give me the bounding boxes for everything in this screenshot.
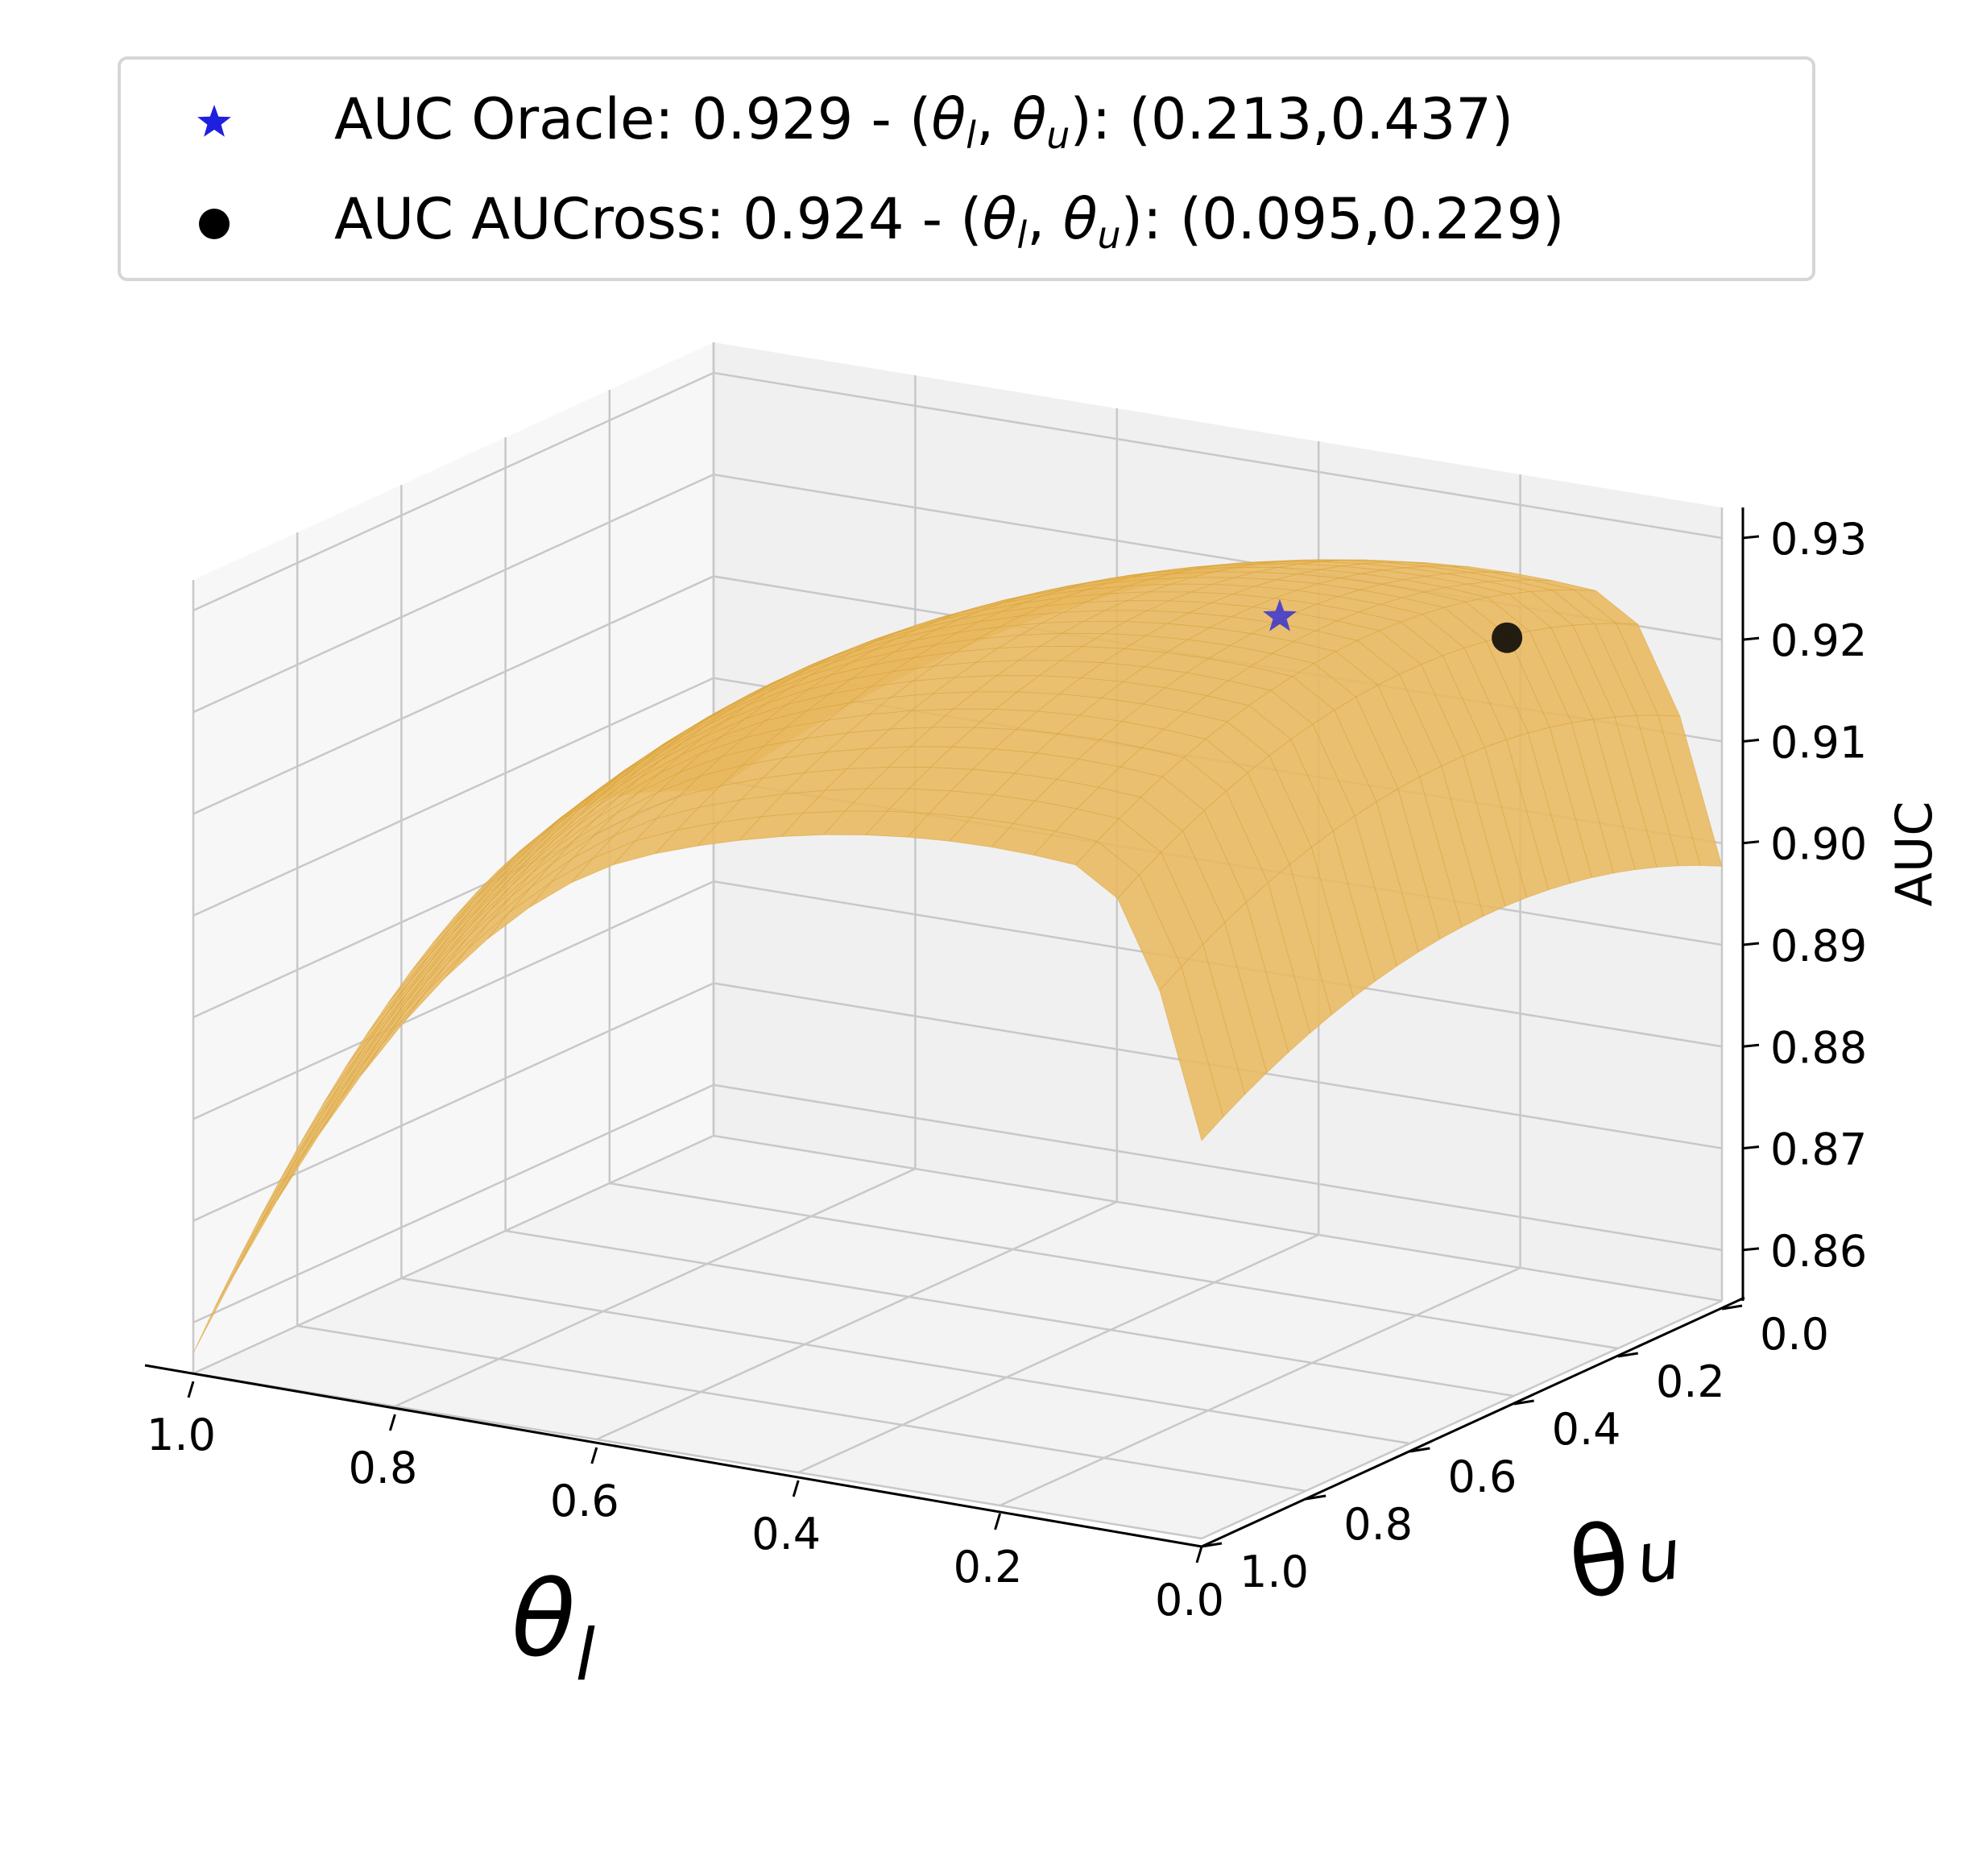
x-tick-mark <box>187 1381 195 1398</box>
x-tick-label: 0.8 <box>348 1443 417 1493</box>
x-tick-mark <box>590 1447 598 1464</box>
y-tick-label: 0.6 <box>1447 1452 1517 1502</box>
x-tick-label: 0.4 <box>751 1509 821 1559</box>
wall-grid-line <box>192 371 714 612</box>
y-axis-line <box>1201 1296 1745 1548</box>
floor-grid-line <box>394 1167 916 1408</box>
z-tick-mark <box>1742 942 1760 946</box>
z-tick-label: 0.91 <box>1770 717 1867 768</box>
legend-circle-marker <box>199 209 230 239</box>
floor-grid-line <box>797 1233 1319 1474</box>
wall-grid-line <box>713 371 1723 540</box>
y-tick-mark <box>1721 1304 1743 1311</box>
z-tick-label: 0.92 <box>1770 615 1867 666</box>
legend-entry-aucross: AUC AUCross: 0.924 - (θl, θu): (0.095,0.… <box>334 186 1564 257</box>
x-tick-mark <box>792 1480 800 1497</box>
z-tick-mark <box>1742 840 1760 845</box>
y-tick-label: 0.8 <box>1343 1499 1413 1550</box>
z-tick-label: 0.89 <box>1770 921 1867 971</box>
floor-grid-line <box>1201 1299 1723 1540</box>
floor-grid-line <box>505 1229 1514 1398</box>
legend-box <box>118 56 1815 281</box>
floor-grid-line <box>192 1134 714 1375</box>
x-tick-label: 1.0 <box>147 1410 216 1460</box>
z-tick-label: 0.93 <box>1770 514 1867 565</box>
wall-grid-line <box>192 1083 714 1323</box>
data-markers <box>1263 598 1523 653</box>
z-tick-mark <box>1742 1043 1760 1048</box>
oracle-point-star <box>1263 598 1297 632</box>
z-axis-label: AUC <box>1885 801 1943 906</box>
y-tick-label: 0.2 <box>1656 1356 1725 1407</box>
tick-labels: 1.0 0.8 0.6 0.4 0.2 0.0 0.0 0.2 0.4 0.6 0.8 1.0 0.86… <box>147 514 1867 1625</box>
x-tick-label: 0.6 <box>550 1476 619 1526</box>
aucross-point-circle <box>1492 622 1523 653</box>
y-tick-mark <box>1513 1399 1534 1406</box>
x-tick-label: 0.2 <box>954 1542 1023 1592</box>
auc-surface <box>192 559 1723 1353</box>
z-tick-label: 0.88 <box>1770 1022 1867 1073</box>
x-tick-label: 0.0 <box>1155 1575 1224 1625</box>
floor-grid-line <box>713 1134 1723 1302</box>
wall-grid-line <box>192 474 714 714</box>
y-tick-mark <box>1409 1447 1430 1453</box>
floor-grid-line <box>192 1372 1202 1540</box>
floor-grid-line <box>596 1200 1118 1441</box>
floor-grid-line <box>401 1277 1410 1445</box>
floor-grid-line <box>609 1182 1619 1350</box>
z-tick-label: 0.90 <box>1770 819 1867 870</box>
z-tick-label: 0.86 <box>1770 1226 1867 1277</box>
legend: AUC Oracle: 0.929 - (θl, θu): (0.213,0.4… <box>118 56 1815 281</box>
x-tick-mark <box>388 1414 396 1431</box>
x-axis-label: θl <box>511 1558 596 1696</box>
floor-grid-line <box>999 1266 1521 1507</box>
x-tick-mark <box>994 1513 1002 1530</box>
wall-grid-line <box>192 880 714 1120</box>
floor-pane <box>193 1136 1722 1538</box>
y-tick-mark <box>1305 1494 1326 1501</box>
y-axis-label: θu <box>1562 1496 1688 1622</box>
z-tick-mark <box>1742 636 1760 641</box>
axis-panes <box>193 342 1722 1538</box>
y-tick-label: 1.0 <box>1240 1547 1309 1597</box>
legend-star-marker <box>197 105 231 137</box>
z-tick-mark <box>1742 535 1760 540</box>
z-tick-mark <box>1742 1247 1760 1252</box>
wall-grid-line <box>192 677 714 917</box>
wall-grid-line <box>713 1083 1723 1252</box>
wall-grid-line <box>192 575 714 815</box>
z-tick-mark <box>1742 1145 1760 1150</box>
y-tick-label: 0.0 <box>1760 1309 1829 1360</box>
y-tick-mark <box>1617 1352 1639 1358</box>
floor-grid-line <box>296 1324 1306 1493</box>
z-tick-mark <box>1742 738 1760 743</box>
surface-patch <box>1159 966 1224 1141</box>
y-tick-mark <box>1201 1542 1223 1548</box>
z-tick-label: 0.87 <box>1770 1124 1867 1175</box>
x-tick-mark <box>1195 1546 1203 1563</box>
legend-entry-oracle: AUC Oracle: 0.929 - (θl, θu): (0.213,0.4… <box>334 86 1513 157</box>
y-tick-label: 0.4 <box>1552 1404 1621 1455</box>
x-axis-line <box>144 1364 1202 1548</box>
